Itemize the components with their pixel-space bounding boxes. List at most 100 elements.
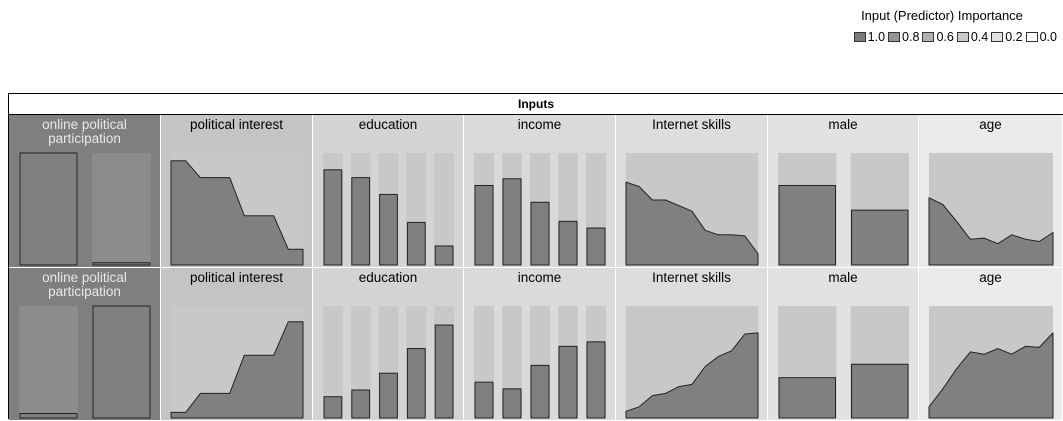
legend-item: 0.6 — [922, 30, 954, 44]
legend-label: 1.0 — [867, 30, 886, 44]
bar — [558, 220, 578, 266]
bar — [351, 389, 371, 419]
inputs-header: Inputs — [9, 94, 1063, 115]
bar — [502, 388, 522, 419]
legend-item: 1.0 — [853, 30, 886, 44]
mini-chart — [474, 306, 606, 419]
legend-item: 0.0 — [1025, 30, 1057, 44]
chart-cell: age — [919, 115, 1063, 268]
bar — [530, 364, 550, 419]
legend-swatch — [956, 32, 969, 42]
bar — [406, 221, 426, 266]
bar — [19, 413, 78, 419]
legend-item: 0.8 — [888, 30, 919, 44]
importance-legend: Input (Predictor) Importance 1.0 0.8 0.6 0.… — [827, 8, 1057, 44]
chart-cell: Internet skills — [616, 115, 768, 268]
mini-chart — [170, 306, 304, 419]
bar — [502, 178, 522, 266]
bar — [530, 201, 550, 266]
bar — [92, 262, 151, 266]
legend-label: 0.6 — [936, 30, 954, 44]
chart-frame: Inputs online political participation pol… — [8, 93, 1063, 421]
cell-title: political interest — [189, 117, 284, 132]
mini-chart — [323, 153, 454, 266]
chart-cell: male — [768, 268, 919, 421]
chart-cell: political interest — [161, 115, 313, 268]
bar — [851, 363, 909, 419]
bar-track — [434, 153, 454, 265]
legend-item: 0.2 — [991, 30, 1023, 44]
mini-chart — [19, 305, 151, 419]
chart-cell: online political participation — [9, 115, 161, 268]
bar — [586, 341, 606, 419]
cell-title: education — [358, 117, 418, 132]
bar — [474, 381, 494, 419]
legend-swatch — [991, 32, 1004, 42]
cell-title: Internet skills — [652, 270, 731, 285]
cell-title: male — [828, 117, 858, 132]
legend-label: 0.0 — [1039, 30, 1057, 44]
legend-item: 0.4 — [956, 30, 989, 44]
chart-cell: political interest — [161, 268, 313, 421]
chart-cell: income — [464, 115, 616, 268]
cell-title: age — [979, 270, 1002, 285]
area-series — [625, 181, 759, 266]
bar — [558, 345, 578, 419]
area-series — [928, 197, 1054, 266]
bar — [406, 348, 426, 419]
chart-cell: education — [313, 115, 464, 268]
chart-cell: male — [768, 115, 919, 268]
chart-cell: education — [313, 268, 464, 421]
bar — [778, 184, 836, 266]
mini-chart — [19, 152, 151, 266]
mini-chart — [778, 306, 909, 419]
bar — [323, 169, 343, 266]
bar — [434, 324, 454, 419]
bar-track — [19, 306, 78, 418]
area-series — [170, 321, 304, 419]
bar — [351, 177, 371, 266]
bar-track — [323, 306, 343, 418]
legend-swatch — [888, 32, 901, 42]
legend-label: 0.8 — [902, 30, 920, 44]
area-series — [625, 332, 759, 419]
cell-title: political interest — [189, 270, 284, 285]
legend-swatch — [1025, 32, 1038, 42]
cell-title: Internet skills — [652, 117, 731, 132]
bar — [586, 227, 606, 266]
cell-title: education — [358, 270, 418, 285]
mini-chart — [928, 153, 1054, 266]
cell-title: income — [517, 270, 562, 285]
chart-cell: Internet skills — [616, 268, 768, 421]
bar — [778, 377, 836, 419]
mini-chart — [625, 306, 759, 419]
chart-cell: online political participation — [9, 268, 161, 421]
cell-title: age — [979, 117, 1002, 132]
bar — [434, 245, 454, 266]
mini-chart — [170, 153, 304, 266]
area-series — [170, 160, 304, 266]
cell-title: online political participation — [42, 270, 127, 299]
bar — [474, 184, 494, 266]
cell-title: male — [828, 270, 858, 285]
cell-title: online political participation — [42, 117, 127, 146]
bar — [19, 152, 78, 266]
area-series — [928, 332, 1054, 419]
bar-track — [92, 153, 151, 265]
mini-chart — [778, 153, 909, 266]
mini-chart — [323, 306, 454, 419]
chart-cell: age — [919, 268, 1063, 421]
mini-chart — [928, 306, 1054, 419]
bar — [92, 305, 151, 419]
legend-title: Input (Predictor) Importance — [861, 8, 1023, 23]
mini-chart — [474, 153, 606, 266]
bar — [379, 193, 398, 266]
chart-cell: income — [464, 268, 616, 421]
bar — [379, 372, 398, 419]
mini-chart — [625, 153, 759, 266]
legend-swatch — [922, 32, 935, 42]
cell-title: income — [517, 117, 562, 132]
legend-items: 1.0 0.8 0.6 0.4 0.2 0.0 — [827, 30, 1057, 44]
legend-label: 0.4 — [970, 30, 989, 44]
legend-swatch — [853, 32, 866, 42]
